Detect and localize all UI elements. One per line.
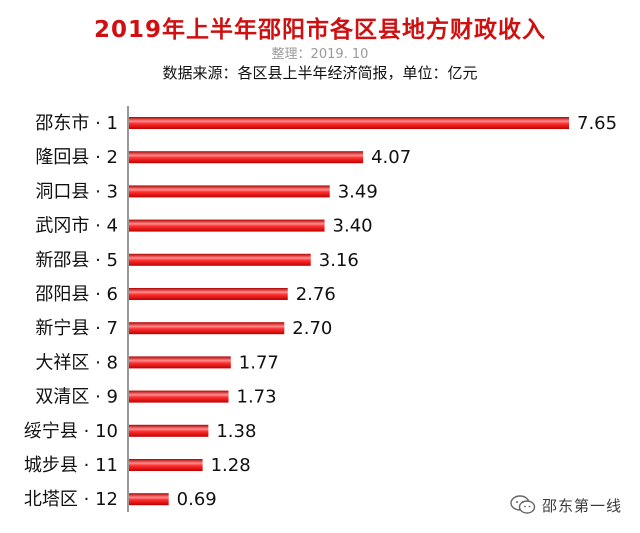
category-label: 隆回县 · 2	[35, 147, 118, 168]
chart-source-note: 数据来源：各区县上半年经济简报，单位：亿元	[162, 64, 478, 82]
value-label: 1.73	[237, 387, 277, 408]
category-label: 大祥区 · 8	[35, 352, 118, 373]
bar	[129, 322, 285, 335]
value-label: 1.28	[211, 455, 251, 476]
value-label: 7.65	[577, 113, 617, 134]
value-label: 3.16	[319, 250, 359, 271]
bar	[129, 253, 311, 266]
wechat-icon	[510, 495, 536, 515]
bar	[129, 390, 229, 403]
bar	[129, 288, 288, 300]
bar	[129, 117, 569, 129]
bar	[129, 459, 203, 471]
chart-subtitle: 整理：2019. 10	[271, 47, 369, 62]
category-label: 新邵县 · 5	[35, 250, 118, 271]
category-label: 新宁县 · 7	[35, 318, 118, 339]
bar	[129, 219, 325, 232]
value-label: 3.40	[333, 216, 373, 237]
value-label: 2.70	[292, 318, 332, 339]
category-label: 邵阳县 · 6	[35, 284, 118, 305]
bar	[129, 356, 231, 369]
watermark: 邵东第一线	[510, 493, 622, 517]
category-label: 邵东市 · 1	[35, 113, 118, 134]
value-label: 3.49	[338, 181, 378, 202]
category-label: 北塔区 · 12	[24, 489, 118, 510]
bar	[129, 151, 364, 164]
category-label: 武冈市 · 4	[35, 216, 118, 237]
value-label: 1.77	[239, 352, 279, 373]
value-label: 2.76	[296, 284, 336, 305]
bar	[129, 424, 209, 437]
category-label: 绥宁县 · 10	[24, 421, 118, 442]
watermark-text: 邵东第一线	[541, 496, 622, 515]
bar	[129, 493, 169, 506]
value-label: 1.38	[216, 421, 256, 442]
bar	[129, 185, 330, 198]
value-label: 0.69	[177, 489, 217, 510]
category-label: 洞口县 · 3	[35, 181, 118, 202]
value-label: 4.07	[371, 147, 411, 168]
category-label: 城步县 · 11	[24, 455, 118, 476]
category-label: 双清区 · 9	[35, 387, 118, 408]
bars-layer: 邵东市 · 1 7.65 隆回县 · 2 4.07 洞口县 · 3 3.49 武冈市 · 4…	[24, 113, 617, 510]
chart-title: 2019年上半年邵阳市各区县地方财政收入	[93, 17, 546, 43]
